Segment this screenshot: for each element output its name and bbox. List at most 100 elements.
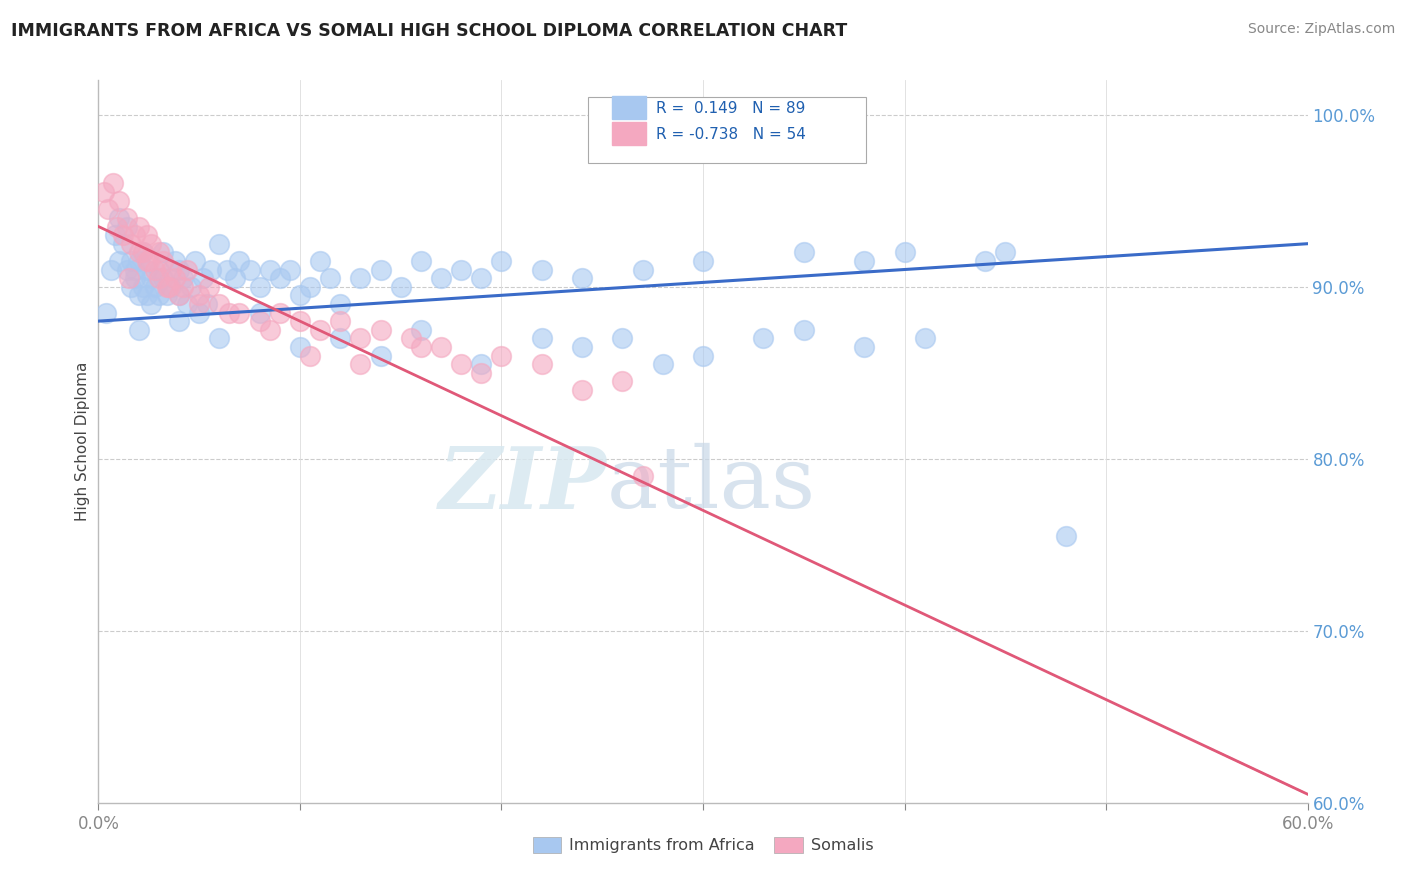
FancyBboxPatch shape	[613, 96, 647, 119]
Point	[172, 279, 194, 293]
Point	[135, 262, 157, 277]
FancyBboxPatch shape	[613, 122, 647, 145]
Point	[288, 340, 311, 354]
Point	[974, 253, 997, 268]
Point	[450, 262, 472, 277]
Point	[259, 262, 281, 277]
Point	[430, 271, 453, 285]
Legend: Immigrants from Africa, Somalis: Immigrants from Africa, Somalis	[526, 830, 880, 860]
Point	[156, 288, 179, 302]
Point	[651, 357, 673, 371]
Point	[93, 185, 115, 199]
Point	[167, 314, 190, 328]
Point	[389, 279, 412, 293]
Point	[409, 340, 432, 354]
Point	[167, 262, 190, 277]
Point	[157, 279, 180, 293]
Point	[167, 288, 190, 302]
Point	[120, 279, 142, 293]
Point	[107, 194, 129, 208]
Point	[132, 245, 155, 260]
Point	[139, 236, 162, 251]
Point	[409, 323, 432, 337]
Point	[103, 228, 125, 243]
Point	[217, 262, 239, 277]
Point	[228, 253, 250, 268]
Point	[200, 262, 222, 277]
Point	[152, 253, 174, 268]
Point	[329, 297, 352, 311]
Point	[309, 323, 332, 337]
Point	[105, 219, 128, 234]
Point	[259, 323, 281, 337]
Point	[399, 331, 422, 345]
Point	[148, 262, 170, 277]
Point	[118, 271, 141, 285]
Point	[530, 262, 553, 277]
Point	[470, 357, 492, 371]
Point	[893, 245, 915, 260]
Point	[124, 262, 146, 277]
Point	[994, 245, 1017, 260]
Point	[135, 228, 157, 243]
Point	[470, 271, 492, 285]
Point	[409, 253, 432, 268]
Point	[278, 262, 301, 277]
Point	[239, 262, 262, 277]
Point	[128, 288, 150, 302]
Point	[349, 271, 371, 285]
Point	[249, 279, 271, 293]
Point	[530, 331, 553, 345]
Y-axis label: High School Diploma: High School Diploma	[75, 362, 90, 521]
Point	[124, 228, 146, 243]
Point	[138, 253, 160, 268]
Point	[148, 288, 170, 302]
Point	[180, 279, 202, 293]
Point	[914, 331, 936, 345]
Point	[107, 253, 129, 268]
Point	[249, 314, 271, 328]
Point	[571, 340, 593, 354]
Point	[160, 279, 183, 293]
Point	[115, 211, 138, 225]
Point	[631, 469, 654, 483]
Point	[370, 262, 392, 277]
Point	[1054, 529, 1077, 543]
Text: R =  0.149   N = 89: R = 0.149 N = 89	[655, 101, 806, 116]
Point	[491, 349, 513, 363]
Point	[172, 271, 194, 285]
Point	[349, 331, 371, 345]
Point	[120, 253, 142, 268]
Point	[176, 262, 198, 277]
Point	[530, 357, 553, 371]
Point	[188, 305, 211, 319]
Point	[148, 271, 170, 285]
Point	[115, 262, 138, 277]
Point	[111, 236, 134, 251]
Point	[128, 323, 150, 337]
Point	[100, 262, 122, 277]
Point	[249, 305, 271, 319]
Point	[188, 288, 211, 302]
Text: atlas: atlas	[606, 443, 815, 526]
Point	[470, 366, 492, 380]
Point	[228, 305, 250, 319]
Point	[107, 211, 129, 225]
Point	[793, 245, 815, 260]
Point	[120, 236, 142, 251]
Point	[176, 297, 198, 311]
Point	[143, 262, 166, 277]
Point	[612, 331, 634, 345]
Point	[143, 279, 166, 293]
Point	[491, 253, 513, 268]
Point	[111, 228, 134, 243]
Point	[139, 271, 162, 285]
Point	[97, 202, 120, 217]
Point	[571, 383, 593, 397]
Point	[329, 331, 352, 345]
Point	[135, 253, 157, 268]
Point	[198, 279, 221, 293]
Point	[195, 297, 218, 311]
Point	[224, 271, 246, 285]
Point	[193, 271, 215, 285]
